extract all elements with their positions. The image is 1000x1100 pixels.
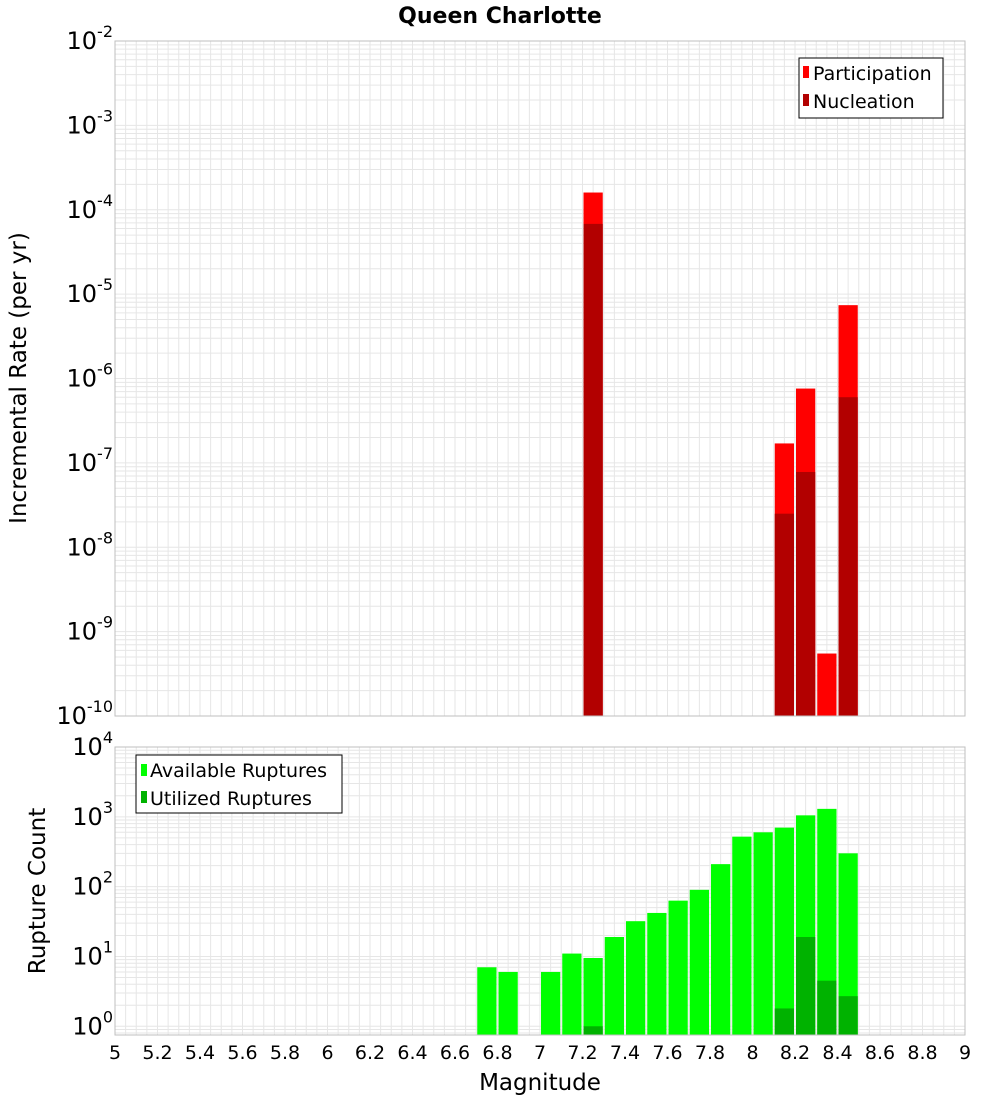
x-tick-label: 8.8	[907, 1042, 937, 1064]
legend-label-participation: Participation	[813, 63, 932, 85]
bar-available-ruptures	[498, 971, 518, 1035]
bar-utilized-ruptures	[838, 996, 858, 1035]
x-tick-label: 5.2	[142, 1042, 172, 1064]
bar-available-ruptures	[689, 889, 709, 1035]
bar-available-ruptures	[604, 936, 624, 1035]
count-y-tick-label: 102	[72, 868, 113, 901]
rate-y-tick-label: 10-10	[56, 697, 113, 730]
x-tick-label: 5.8	[270, 1042, 300, 1064]
rate-y-tick-label: 10-9	[67, 613, 114, 646]
rate-gridlines	[114, 40, 966, 717]
x-tick-label: 7.6	[652, 1042, 682, 1064]
bar-available-ruptures	[838, 853, 858, 1035]
count-plot-frame	[114, 746, 966, 1036]
rate-y-tick-label: 10-8	[67, 528, 114, 561]
bar-available-ruptures	[626, 921, 646, 1035]
rate-y-tick-label: 10-5	[67, 275, 114, 308]
count-y-ticks: 100 101 102 103 104	[72, 728, 113, 1040]
x-tick-label: 6.2	[355, 1042, 385, 1064]
legend-swatch-nucleation	[803, 94, 809, 106]
x-tick-label: 7.8	[695, 1042, 725, 1064]
rate-y-tick-label: 10-7	[67, 444, 114, 477]
x-tick-label: 5.4	[185, 1042, 215, 1064]
rate-bars	[583, 192, 858, 717]
x-tick-label: 6.6	[440, 1042, 470, 1064]
count-y-tick-label: 104	[72, 728, 113, 761]
bar-available-ruptures	[753, 832, 773, 1035]
rate-y-ticks: 10-10 10-9 10-8 10-7 10-6 10-5 10-4 10-3 10-2	[56, 22, 113, 730]
bar-utilized-ruptures	[583, 1026, 603, 1035]
bar-utilized-ruptures	[796, 936, 816, 1035]
x-axis-label: Magnitude	[479, 1070, 601, 1096]
x-tick-label: 8.4	[822, 1042, 852, 1064]
count-y-tick-label: 101	[72, 937, 113, 970]
bar-utilized-ruptures	[774, 1008, 794, 1035]
rate-plot-frame	[114, 40, 966, 717]
x-tick-label: 8.2	[780, 1042, 810, 1064]
x-tick-label: 8.6	[865, 1042, 895, 1064]
x-tick-label: 5	[109, 1042, 121, 1064]
bar-available-ruptures	[562, 953, 582, 1035]
bar-available-ruptures	[732, 836, 752, 1035]
rate-y-tick-label: 10-4	[67, 191, 114, 224]
x-tick-label: 6.4	[397, 1042, 427, 1064]
legend-swatch-available-ruptures	[141, 764, 147, 776]
bar-available-ruptures	[817, 808, 837, 1035]
count-panel: 100 101 102 103 104 Rupture Count Available …	[25, 728, 966, 1040]
x-tick-label: 7.4	[610, 1042, 640, 1064]
x-tick-label: 5.6	[227, 1042, 257, 1064]
rate-y-tick-label: 10-6	[67, 360, 114, 393]
count-y-tick-label: 103	[72, 798, 113, 831]
x-tick-label: 6.8	[482, 1042, 512, 1064]
x-tick-label: 8	[746, 1042, 758, 1064]
legend-label-nucleation: Nucleation	[813, 91, 915, 113]
rate-panel: 10-10 10-9 10-8 10-7 10-6 10-5 10-4 10-3 10-2 In…	[6, 22, 966, 730]
x-tick-label: 7	[534, 1042, 546, 1064]
x-tick-label: 6	[321, 1042, 333, 1064]
bar-available-ruptures	[668, 900, 688, 1035]
legend-swatch-utilized-ruptures	[141, 791, 147, 803]
bar-available-ruptures	[774, 827, 794, 1035]
bar-available-ruptures	[583, 958, 603, 1035]
bar-available-ruptures	[711, 864, 731, 1035]
x-tick-label: 7.2	[567, 1042, 597, 1064]
bar-nucleation	[774, 513, 794, 716]
x-axis-ticks: 5 5.2 5.4 5.6 5.8 6 6.2 6.4 6.6 6.8 7 7.2 7.4 7.6 7.8 8…	[109, 1042, 971, 1064]
chart-title: Queen Charlotte	[398, 4, 602, 29]
rate-legend: Participation Nucleation	[798, 57, 944, 119]
count-bars	[477, 808, 858, 1035]
rate-y-axis-label: Incremental Rate (per yr)	[6, 232, 32, 524]
bar-available-ruptures	[477, 967, 497, 1035]
bar-utilized-ruptures	[817, 980, 837, 1035]
bar-nucleation	[796, 471, 816, 716]
bar-nucleation	[583, 223, 603, 716]
bar-available-ruptures	[647, 912, 667, 1035]
count-legend: Available Ruptures Utilized Ruptures	[135, 754, 343, 814]
x-tick-label: 9	[959, 1042, 971, 1064]
rate-y-tick-label: 10-3	[67, 106, 114, 139]
legend-label-utilized-ruptures: Utilized Ruptures	[150, 788, 312, 810]
rate-legend-box	[798, 57, 944, 119]
count-legend-box	[135, 754, 343, 814]
rate-y-tick-label: 10-2	[67, 22, 114, 55]
bar-nucleation	[838, 397, 858, 716]
count-y-tick-label: 100	[72, 1007, 113, 1040]
legend-label-available-ruptures: Available Ruptures	[150, 760, 327, 782]
count-y-axis-label: Rupture Count	[25, 808, 51, 974]
bar-available-ruptures	[541, 971, 561, 1035]
legend-swatch-participation	[803, 66, 809, 78]
bar-participation	[817, 653, 837, 716]
